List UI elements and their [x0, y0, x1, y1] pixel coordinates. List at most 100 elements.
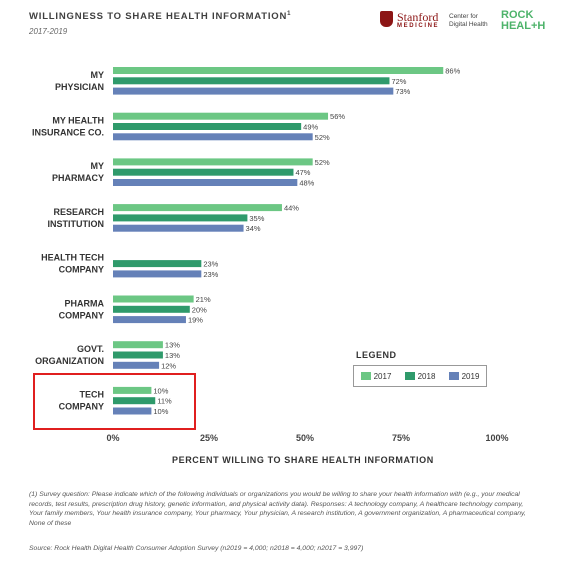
legend-item-2019: 2019 — [448, 371, 480, 381]
survey-footnote: (1) Survey question: Please indicate whi… — [29, 491, 526, 527]
legend-swatch-2019 — [448, 372, 459, 380]
category-label-my-pharmacy: MY — [91, 161, 105, 171]
bar-research-institution-2019 — [113, 224, 244, 232]
bar-tech-company-2017 — [113, 386, 152, 394]
bar-research-institution-2017 — [113, 204, 282, 212]
category-label-govt-organization: ORGANIZATION — [35, 356, 104, 366]
bar-pharma-company-2019 — [113, 316, 186, 324]
category-label-my-physician: MY — [91, 70, 105, 80]
category-label-health-tech-company: COMPANY — [59, 265, 104, 275]
chart-title-text: WILLINGNESS TO SHARE HEALTH INFORMATION — [29, 11, 288, 23]
legend-item-2018: 2018 — [404, 371, 436, 381]
tech-company-highlight-box — [33, 373, 196, 430]
stanford-seal-icon — [380, 11, 393, 27]
category-label-my-health-insurance-co: INSURANCE CO. — [32, 128, 104, 138]
bar-my-health-insurance-co-2018 — [113, 123, 302, 130]
x-tick-label: 75% — [392, 433, 410, 443]
legend-swatch-2018 — [404, 372, 415, 380]
chart-subtitle: 2017-2019 — [29, 27, 68, 36]
legend-label-2017: 2017 — [373, 371, 392, 381]
data-label-govt-organization-2018: 13% — [165, 351, 180, 360]
data-label-my-physician-2019: 73% — [395, 87, 410, 96]
category-label-my-health-insurance-co: MY HEALTH — [52, 116, 104, 126]
center-line1: Center for — [449, 13, 478, 20]
category-label-govt-organization: GOVT. — [77, 344, 104, 354]
data-label-my-pharmacy-2018: 47% — [295, 168, 310, 177]
bar-health-tech-company-2018 — [113, 260, 202, 268]
stanford-medicine-logo: Stanford MEDICINE — [380, 11, 439, 29]
rock-line2: HEAL+H — [501, 20, 546, 32]
data-label-govt-organization-2017: 13% — [165, 341, 180, 350]
title-footnote-marker: 1 — [287, 11, 292, 17]
x-tick-label: 50% — [296, 433, 314, 443]
category-label-my-pharmacy: PHARMACY — [52, 173, 104, 183]
bar-my-pharmacy-2017 — [113, 158, 313, 166]
legend-item-2017: 2017 — [360, 371, 392, 381]
stanford-medicine-text: MEDICINE — [397, 23, 440, 29]
data-label-pharma-company-2018: 20% — [192, 305, 207, 314]
legend-label-2019: 2019 — [461, 371, 480, 381]
bar-my-health-insurance-co-2017 — [113, 112, 329, 120]
stanford-name: Stanford — [397, 10, 439, 24]
x-tick-label: 100% — [485, 433, 508, 443]
bar-govt-organization-2018 — [113, 351, 163, 359]
category-label-pharma-company: PHARMA — [65, 298, 105, 308]
legend-swatch-2017 — [360, 372, 371, 380]
category-label-tech-company: TECH — [80, 390, 105, 400]
x-tick-label: 0% — [106, 433, 119, 443]
bar-my-pharmacy-2018 — [113, 168, 294, 176]
bar-govt-organization-2019 — [113, 361, 160, 369]
bar-govt-organization-2017 — [113, 341, 163, 349]
legend-title: LEGEND — [356, 350, 397, 360]
x-axis-ticks-layer: 0% 25% 50% 75% 100% — [106, 433, 508, 443]
bar-pharma-company-2017 — [113, 295, 194, 303]
rock-line1: ROCK — [501, 9, 534, 21]
data-label-health-tech-company-2018: 23% — [203, 260, 218, 269]
data-label-research-institution-2019: 34% — [246, 224, 261, 233]
data-label-my-pharmacy-2019: 48% — [299, 179, 314, 188]
data-label-tech-company-2018: 11% — [157, 397, 172, 406]
bar-tech-company-2019 — [113, 407, 152, 415]
data-label-my-physician-2018: 72% — [391, 77, 406, 86]
bar-my-physician-2019 — [113, 87, 394, 95]
data-label-pharma-company-2019: 19% — [188, 316, 203, 325]
x-tick-label: 25% — [200, 433, 218, 443]
category-label-health-tech-company: HEALTH TECH — [41, 253, 104, 263]
legend-label-2018: 2018 — [417, 371, 436, 381]
category-labels-layer: MY PHYSICIAN MY HEALTH INSURANCE CO. MY PHARM… — [32, 70, 105, 412]
data-label-my-physician-2017: 86% — [445, 67, 460, 76]
source-note: Source: Rock Health Digital Health Consu… — [29, 545, 364, 552]
data-label-health-tech-company-2019: 23% — [203, 270, 218, 279]
bar-my-health-insurance-co-2019 — [113, 133, 313, 141]
rock-health-logo: ROCK HEAL+H — [501, 10, 545, 32]
data-label-tech-company-2019: 10% — [153, 407, 168, 416]
data-label-my-health-insurance-co-2017: 56% — [330, 112, 345, 121]
center-for-digital-health-logo: Center for Digital Health — [449, 13, 488, 29]
category-label-pharma-company: COMPANY — [59, 310, 104, 320]
data-label-my-health-insurance-co-2018: 49% — [303, 123, 318, 132]
chart-title: WILLINGNESS TO SHARE HEALTH INFORMATION1 — [29, 11, 291, 22]
data-label-govt-organization-2019: 12% — [161, 361, 176, 370]
data-label-my-pharmacy-2017: 52% — [315, 158, 330, 167]
data-label-pharma-company-2017: 21% — [196, 295, 211, 304]
category-label-tech-company: COMPANY — [59, 402, 104, 412]
center-line2: Digital Health — [449, 21, 488, 28]
bar-research-institution-2018 — [113, 214, 248, 222]
category-label-my-physician: PHYSICIAN — [55, 82, 104, 92]
data-label-research-institution-2017: 44% — [284, 204, 299, 213]
legend: 2017 2018 2019 — [353, 365, 487, 387]
bar-health-tech-company-2019 — [113, 270, 202, 278]
bar-pharma-company-2018 — [113, 305, 190, 313]
x-axis-title: PERCENT WILLING TO SHARE HEALTH INFORMAT… — [172, 455, 434, 465]
bar-my-physician-2018 — [113, 77, 390, 85]
bar-tech-company-2018 — [113, 397, 156, 405]
bar-my-physician-2017 — [113, 67, 444, 74]
data-label-research-institution-2018: 35% — [249, 214, 264, 223]
category-label-research-institution: RESEARCH — [53, 207, 104, 217]
category-label-research-institution: INSTITUTION — [48, 219, 105, 229]
bar-my-pharmacy-2019 — [113, 179, 298, 186]
bars-layer: 86%72%73%56%49%52%52%47%48%44%35%34%23%2… — [113, 67, 461, 416]
data-label-my-health-insurance-co-2019: 52% — [315, 133, 330, 142]
data-label-tech-company-2017: 10% — [153, 386, 168, 395]
